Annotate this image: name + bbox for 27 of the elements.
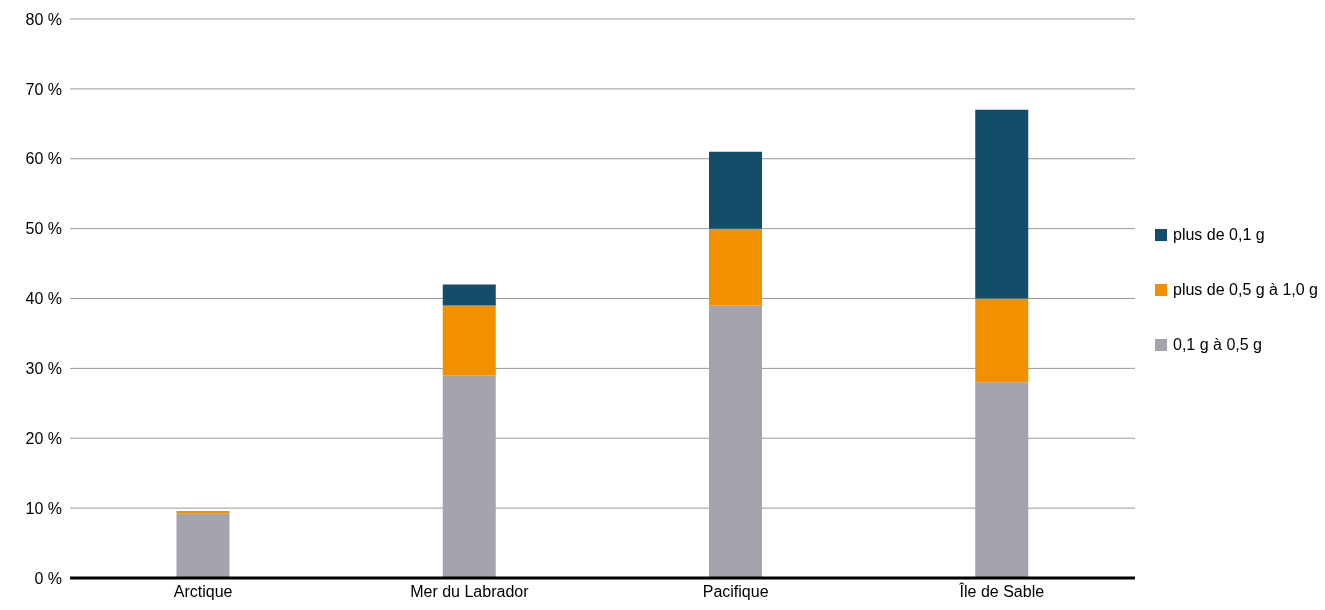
- legend-label: plus de 0,5 g à 1,0 g: [1173, 280, 1318, 299]
- y-tick-label: 20 %: [25, 429, 62, 447]
- bar: [975, 382, 1029, 578]
- legend-label: 0,1 g à 0,5 g: [1173, 335, 1262, 354]
- legend-label: plus de 0,1 g: [1173, 225, 1265, 244]
- bar: [709, 305, 762, 578]
- bar: [176, 510, 230, 514]
- bar: [442, 305, 496, 376]
- y-tick-label: 30 %: [25, 360, 62, 378]
- x-tick-label: Arctique: [173, 583, 233, 601]
- bar: [975, 298, 1029, 383]
- y-tick-label: 40 %: [25, 290, 62, 308]
- bar: [709, 228, 762, 306]
- bar: [442, 284, 496, 306]
- x-tick-label: Pacifique: [702, 583, 769, 601]
- bar: [975, 109, 1029, 299]
- bar: [709, 151, 762, 229]
- y-tick-label: 10 %: [25, 499, 62, 517]
- x-tick-label: Île de Sable: [958, 582, 1045, 601]
- bar: [176, 513, 230, 578]
- y-tick-label: 80 %: [25, 10, 62, 28]
- y-tick-label: 60 %: [25, 150, 62, 168]
- x-tick-label: Mer du Labrador: [410, 583, 530, 601]
- y-tick-label: 0 %: [34, 569, 62, 587]
- bar: [442, 375, 496, 578]
- y-tick-label: 50 %: [25, 220, 62, 238]
- y-tick-label: 70 %: [25, 80, 62, 98]
